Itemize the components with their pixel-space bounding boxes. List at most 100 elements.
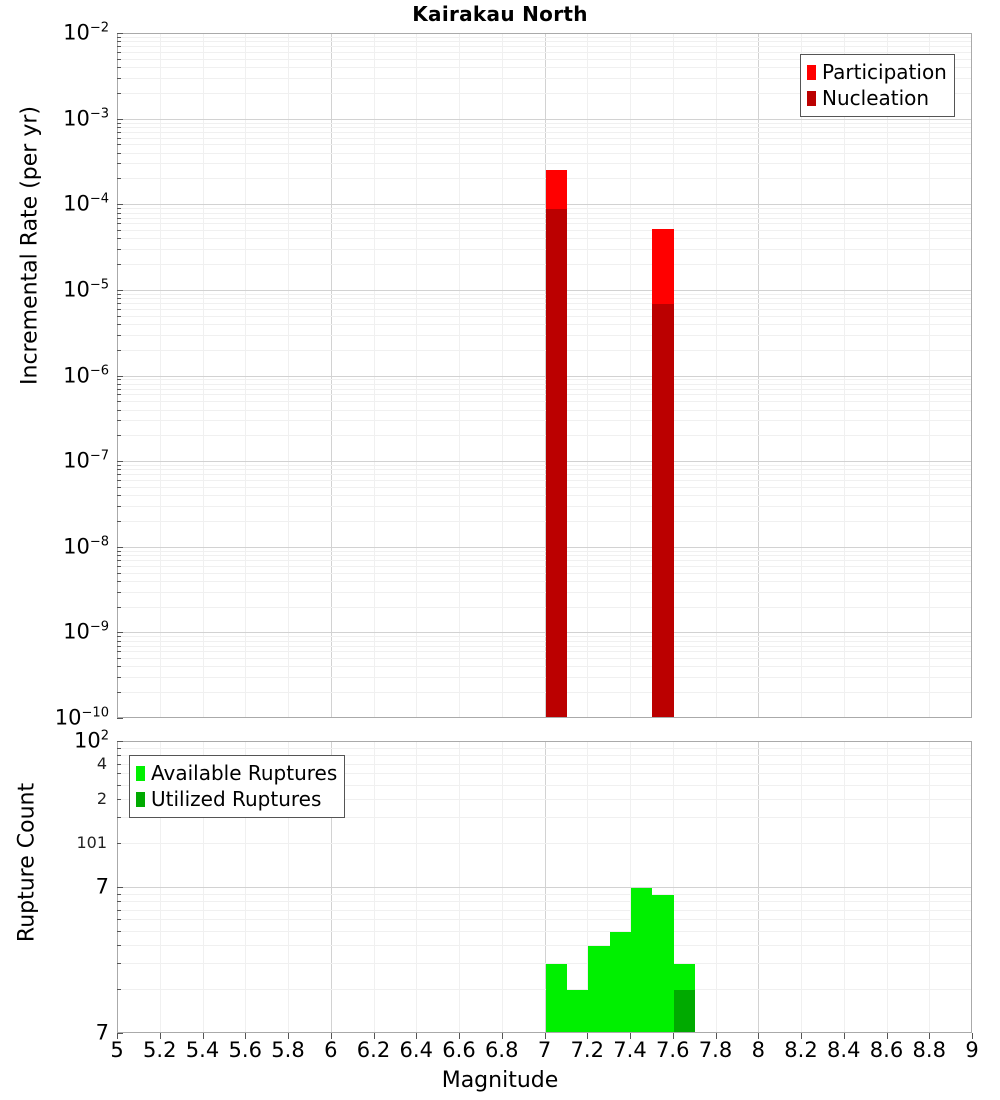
gridline-horizontal	[118, 298, 971, 300]
y-axis-tick-label: 7	[95, 1020, 109, 1045]
gridline-horizontal	[118, 349, 971, 351]
gridline-horizontal	[118, 495, 971, 497]
gridline-horizontal	[118, 144, 971, 146]
y-axis-tick-label: 10−2	[63, 20, 109, 45]
y-axis-minor-tick-mark	[117, 636, 121, 638]
gridline-horizontal	[118, 887, 971, 888]
gridline-horizontal	[118, 409, 971, 411]
gridline-horizontal	[118, 591, 971, 593]
gridline-horizontal	[118, 461, 971, 463]
x-axis-tick-label: 6.6	[442, 1038, 476, 1062]
legend-item: Nucleation	[807, 85, 947, 111]
x-axis-tick-label: 6.2	[356, 1038, 391, 1062]
gridline-horizontal	[118, 930, 971, 932]
y-axis-minor-tick-mark	[117, 909, 121, 911]
gridline-horizontal	[118, 77, 971, 79]
x-axis-tick-mark	[373, 1033, 375, 1039]
y-axis-minor-tick-mark	[117, 692, 121, 694]
gridline-horizontal	[118, 435, 971, 437]
x-axis-tick-mark	[416, 1033, 418, 1039]
gridline-horizontal	[118, 606, 971, 608]
y-axis-minor-tick-mark	[117, 223, 121, 225]
x-axis-tick-mark	[544, 1033, 546, 1039]
y-axis-minor-tick-mark	[117, 238, 121, 240]
gridline-horizontal	[118, 741, 971, 742]
y-axis-minor-tick-mark	[117, 989, 121, 991]
gridline-horizontal	[118, 208, 971, 210]
x-axis-tick-label: 7.4	[613, 1038, 647, 1062]
gridline-horizontal	[118, 249, 971, 251]
y-axis-minor-tick-mark	[117, 349, 121, 351]
gridline-horizontal	[118, 763, 971, 765]
gridline-horizontal	[118, 632, 971, 634]
y-axis-minor-tick-mark	[117, 773, 121, 775]
y-axis-minor-tick-mark	[117, 409, 121, 411]
x-axis-tick-label: 8	[751, 1038, 765, 1062]
gridline-horizontal	[118, 486, 971, 488]
y-axis-minor-tick-mark	[117, 435, 121, 437]
y-axis-minor-tick-mark	[117, 67, 121, 69]
y-axis-minor-tick-mark	[117, 230, 121, 232]
gridline-horizontal	[118, 383, 971, 385]
y-axis-minor-tick-mark	[117, 893, 121, 895]
gridline-horizontal	[118, 152, 971, 154]
y-axis-minor-tick-mark	[117, 505, 121, 507]
gridline-horizontal	[118, 420, 971, 422]
x-axis-tick-mark	[886, 1033, 888, 1039]
gridline-horizontal	[118, 126, 971, 128]
gridline-horizontal	[118, 919, 971, 921]
x-axis-tick-label: 6.4	[399, 1038, 433, 1062]
y-axis-minor-tick-mark	[117, 658, 121, 660]
y-axis-minor-tick-mark	[117, 315, 121, 317]
y-axis-minor-tick-mark	[117, 606, 121, 608]
y-axis-minor-tick-mark	[117, 217, 121, 219]
gridline-horizontal	[118, 303, 971, 305]
gridline-horizontal	[118, 58, 971, 60]
y-axis-label-top: Incremental Rate (per yr)	[17, 106, 43, 385]
gridline-horizontal	[118, 178, 971, 180]
y-axis-tick-mark	[117, 632, 123, 634]
x-axis-tick-label: 5.2	[143, 1038, 177, 1062]
y-axis-minor-tick-mark	[117, 565, 121, 567]
x-axis-tick-label: 7.8	[698, 1038, 733, 1062]
y-axis-minor-tick-mark	[117, 77, 121, 79]
x-axis-tick-mark	[758, 1033, 760, 1039]
gridline-horizontal	[118, 394, 971, 396]
y-axis-tick-label: 10−10	[54, 705, 109, 730]
bar-nucleation	[545, 209, 567, 717]
gridline-horizontal	[118, 469, 971, 471]
y-axis-minor-tick-label: 4	[96, 753, 107, 773]
gridline-horizontal	[118, 555, 971, 557]
gridline-horizontal	[118, 323, 971, 325]
gridline-horizontal	[118, 230, 971, 232]
gridline-horizontal	[118, 375, 971, 377]
x-axis-tick-mark	[245, 1033, 247, 1039]
gridline-horizontal	[118, 118, 971, 120]
y-axis-tick-label: 10−8	[63, 534, 109, 559]
y-axis-tick-mark	[117, 33, 123, 34]
y-axis-minor-tick-mark	[117, 137, 121, 139]
gridline-horizontal	[118, 36, 971, 38]
y-axis-minor-tick-mark	[117, 651, 121, 653]
x-axis-tick-label: 5	[110, 1038, 124, 1062]
gridline-horizontal	[118, 546, 971, 548]
y-axis-minor-tick-mark	[117, 379, 121, 381]
gridline-horizontal	[118, 843, 971, 845]
y-axis-tick-label: 102	[73, 728, 109, 753]
y-axis-tick-label: 10−3	[63, 106, 109, 131]
y-axis-minor-tick-mark	[117, 666, 121, 668]
bar-available-ruptures	[566, 990, 589, 1032]
gridline-horizontal	[118, 465, 971, 467]
y-axis-minor-tick-mark	[117, 747, 121, 749]
gridline-horizontal	[118, 163, 971, 165]
y-axis-minor-tick-mark	[117, 591, 121, 593]
gridline-horizontal	[118, 550, 971, 552]
gridline-horizontal	[118, 217, 971, 219]
gridline-horizontal	[118, 131, 971, 133]
y-axis-tick-mark	[117, 289, 123, 291]
legend-label: Utilized Ruptures	[151, 787, 322, 811]
y-axis-tick-mark	[117, 118, 123, 120]
legend-rupture-count: Available Ruptures Utilized Ruptures	[129, 755, 346, 818]
y-axis-minor-tick-mark	[117, 178, 121, 180]
